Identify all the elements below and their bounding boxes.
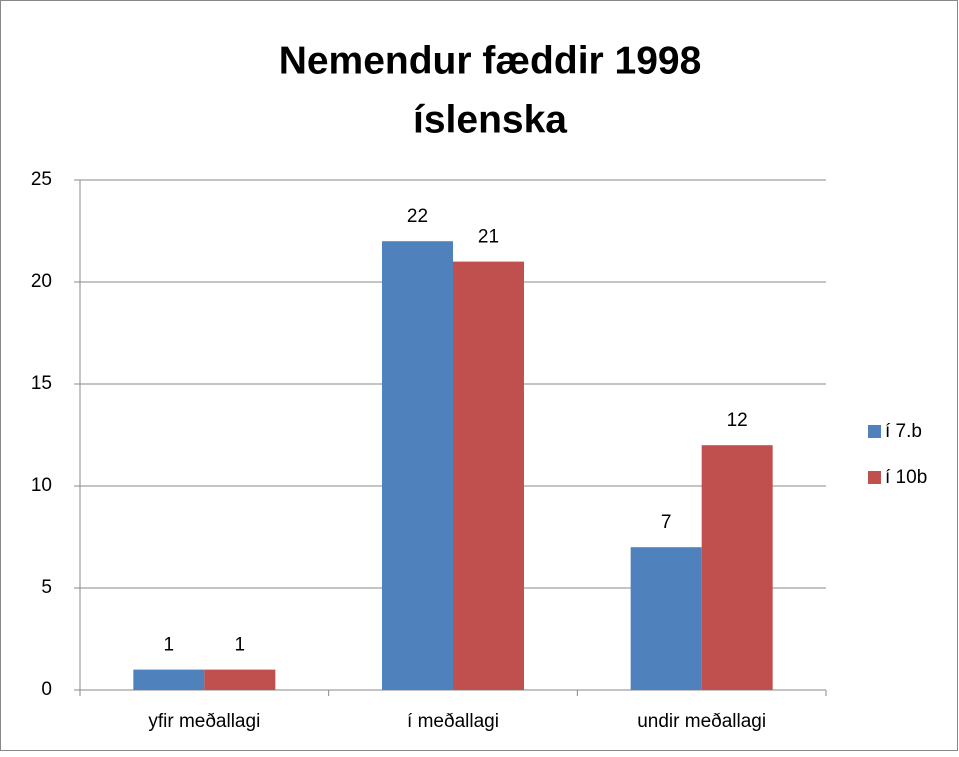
bar — [382, 241, 453, 690]
legend-swatch — [868, 471, 881, 484]
bar — [133, 669, 205, 690]
data-label: 22 — [407, 206, 428, 227]
bar — [204, 669, 276, 690]
legend-swatch — [868, 425, 881, 438]
chart-title: Nemendur fæddir 1998 — [279, 39, 702, 82]
data-label: 1 — [235, 635, 246, 656]
y-tick-label: 0 — [41, 679, 52, 700]
data-label: 1 — [164, 635, 175, 656]
data-label: 7 — [661, 512, 672, 533]
legend-label: í 10b — [885, 467, 927, 488]
y-tick-label: 5 — [41, 577, 52, 598]
x-tick-label: undir meðallagi — [637, 711, 766, 732]
y-tick-label: 25 — [31, 169, 52, 190]
x-tick-label: yfir meðallagi — [148, 711, 260, 732]
y-tick-label: 20 — [31, 271, 52, 292]
bar — [630, 547, 702, 690]
data-label: 12 — [727, 410, 748, 431]
y-tick-label: 15 — [31, 373, 52, 394]
chart-title: íslenska — [413, 98, 567, 141]
bar — [701, 445, 773, 690]
data-label: 21 — [478, 227, 499, 248]
bar — [453, 261, 524, 690]
legend-label: í 7.b — [885, 421, 922, 442]
x-tick-label: í meðallagi — [407, 711, 499, 732]
y-tick-label: 10 — [31, 475, 52, 496]
